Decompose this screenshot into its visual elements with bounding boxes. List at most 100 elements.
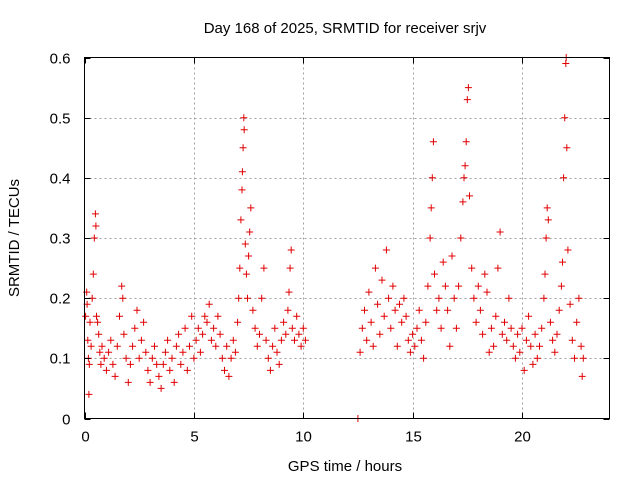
data-point [92,222,100,230]
x-tick-label: 10 [295,429,312,446]
data-point [474,282,482,290]
data-point [212,342,220,350]
data-point [177,360,185,368]
data-point [107,336,115,344]
data-point [157,384,165,392]
data-point [578,372,586,380]
data-point [427,204,435,212]
data-point [479,330,487,338]
data-point [563,144,571,152]
data-point [529,360,537,368]
data-point [428,174,436,182]
data-point [531,330,539,338]
data-point [245,252,253,260]
data-point [437,324,445,332]
data-point [120,330,128,338]
data-point [503,336,511,344]
data-point [100,354,108,362]
data-point [361,306,368,314]
data-point [246,228,254,236]
y-tick-label: 0.1 [50,351,71,368]
data-point [406,348,414,356]
data-point [542,234,550,242]
data-point [494,264,502,272]
data-point [561,114,569,122]
data-point [96,348,104,356]
data-point [286,264,294,272]
data-point [452,324,460,332]
y-tick-label: 0.3 [50,231,71,248]
data-point [492,312,500,320]
data-point [237,216,245,224]
data-point [234,318,242,326]
data-point [124,378,132,386]
data-point [435,294,443,302]
data-point [231,348,239,356]
data-point [441,282,449,290]
data-point [85,390,93,398]
data-point [240,126,248,134]
data-point [566,300,574,308]
data-point [247,204,255,212]
data-point [462,138,470,146]
y-tick-label: 0.2 [50,291,71,308]
data-point [238,186,246,194]
data-point [221,366,228,374]
data-point [249,306,257,314]
data-point [413,324,421,332]
data-point [481,270,489,278]
data-point [415,306,423,314]
data-point [577,342,585,350]
data-point [85,360,93,368]
data-point [98,342,106,350]
data-point [235,294,243,302]
data-point [398,318,406,326]
data-point [166,366,174,374]
data-point [216,330,224,338]
data-point [560,174,568,182]
data-point [256,330,263,338]
data-point [536,342,543,350]
data-point [192,336,200,344]
data-point [511,354,519,362]
data-point [540,294,548,302]
data-point [459,198,467,206]
data-point [555,306,563,314]
data-point [260,264,268,272]
data-point [269,342,277,350]
data-point [439,258,447,266]
data-layer [82,54,587,422]
data-point [389,282,397,290]
data-point [541,270,549,278]
data-point [463,96,471,104]
data-point [203,318,211,326]
data-point [105,348,113,356]
data-point [258,294,266,302]
data-point [175,330,183,338]
data-point [271,324,279,332]
data-point [229,336,237,344]
data-point [575,294,583,302]
data-point [201,312,209,320]
data-point [82,312,90,320]
data-point [102,366,110,374]
data-point [111,372,119,380]
data-point [448,252,456,260]
data-point [460,174,468,182]
data-point [464,84,472,92]
data-point [161,348,169,356]
data-point [356,348,364,356]
data-point [393,342,401,350]
data-point [214,312,222,320]
data-point [483,288,491,296]
data-point [227,354,235,362]
data-point [116,312,123,320]
data-point [527,342,535,350]
data-point [86,318,94,326]
data-point [186,342,193,350]
data-point [514,330,522,338]
data-point [297,342,305,350]
data-point [431,270,438,278]
y-tick-label: 0.5 [50,111,71,128]
